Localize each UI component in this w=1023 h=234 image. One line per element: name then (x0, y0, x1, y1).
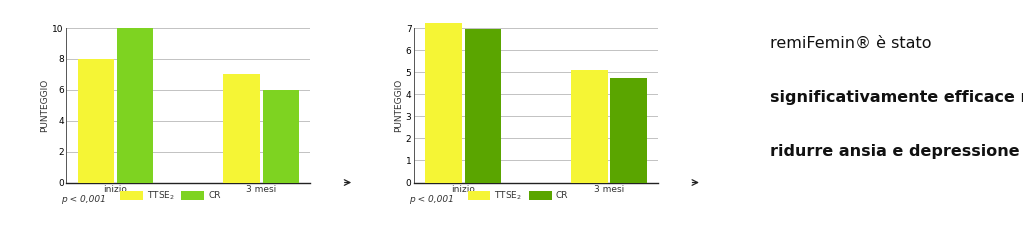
Bar (223, 74, 260, 183)
Text: CR: CR (208, 191, 221, 200)
Text: CR: CR (555, 191, 569, 200)
Bar (464, 29, 501, 183)
Text: remiFemin® è stato: remiFemin® è stato (769, 36, 931, 51)
Text: TTSE$_2$: TTSE$_2$ (146, 189, 175, 202)
Y-axis label: PUNTEGGIO: PUNTEGGIO (41, 79, 49, 132)
Bar (426, 22, 461, 183)
Text: ridurre ansia e depressione: ridurre ansia e depressione (769, 144, 1019, 159)
Text: significativamente efficace nel: significativamente efficace nel (769, 90, 1023, 105)
Text: p < 0,001: p < 0,001 (61, 195, 106, 204)
Bar (571, 70, 608, 183)
Bar (117, 10, 153, 183)
Text: TTSE$_2$: TTSE$_2$ (494, 189, 523, 202)
Text: p < 0,001: p < 0,001 (409, 195, 454, 204)
Y-axis label: PUNTEGGIO: PUNTEGGIO (394, 79, 403, 132)
Bar (78, 59, 114, 183)
Bar (611, 78, 647, 183)
Bar (263, 90, 299, 183)
